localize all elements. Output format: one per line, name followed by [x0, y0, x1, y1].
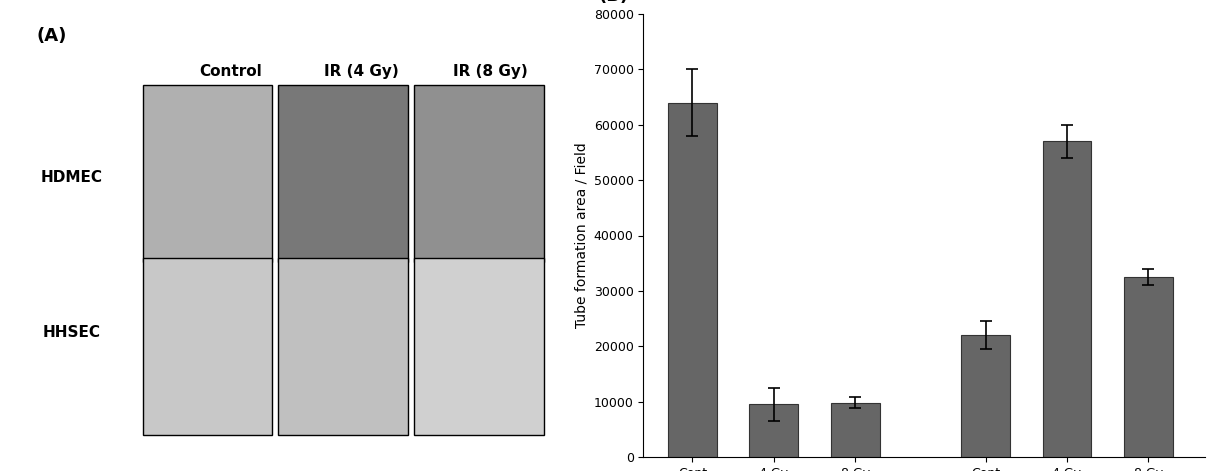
FancyBboxPatch shape	[415, 85, 544, 262]
Bar	[1043, 141, 1091, 457]
Text: IR (4 Gy): IR (4 Gy)	[323, 64, 399, 79]
Bar	[961, 335, 1010, 457]
FancyBboxPatch shape	[143, 258, 272, 435]
Text: (B): (B)	[599, 0, 629, 5]
Bar	[668, 103, 717, 457]
Text: Control: Control	[199, 64, 262, 79]
Bar	[830, 403, 879, 457]
Text: IR (8 Gy): IR (8 Gy)	[454, 64, 528, 79]
FancyBboxPatch shape	[415, 258, 544, 435]
Text: HHSEC: HHSEC	[43, 325, 101, 341]
Y-axis label: Tube formation area / Field: Tube formation area / Field	[574, 143, 588, 328]
Text: HDMEC: HDMEC	[41, 171, 103, 186]
Text: (A): (A)	[37, 27, 66, 45]
FancyBboxPatch shape	[143, 85, 272, 262]
Bar	[749, 404, 798, 457]
FancyBboxPatch shape	[278, 258, 408, 435]
FancyBboxPatch shape	[278, 85, 408, 262]
Bar	[1124, 277, 1173, 457]
